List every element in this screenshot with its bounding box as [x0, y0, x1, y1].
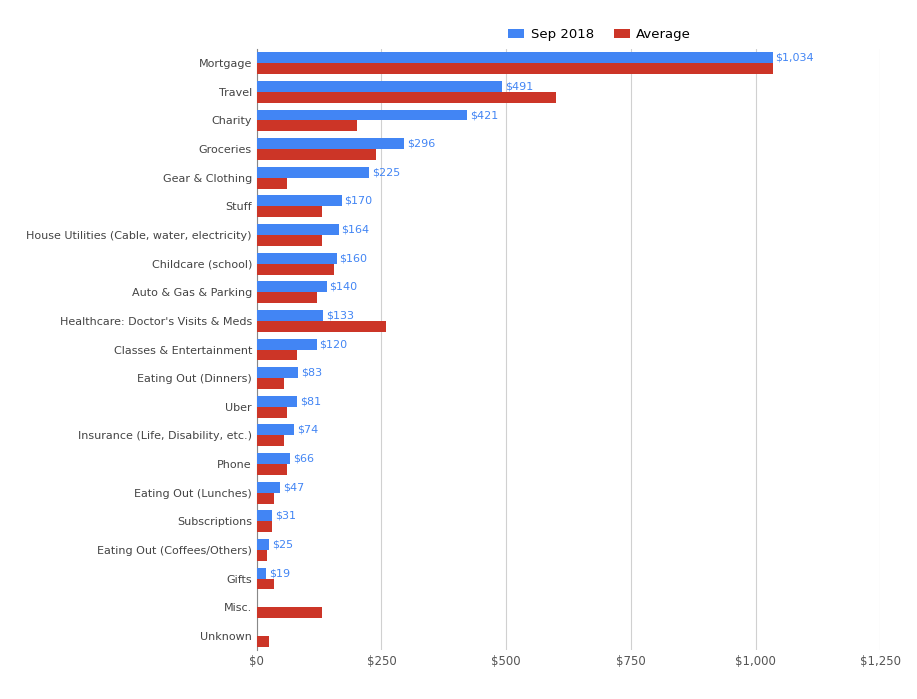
- Bar: [257, 178, 287, 189]
- Text: $120: $120: [320, 339, 348, 349]
- Bar: [257, 149, 377, 160]
- Text: $31: $31: [275, 511, 296, 521]
- Bar: [257, 321, 386, 332]
- Bar: [257, 424, 293, 435]
- Bar: [257, 224, 338, 235]
- Text: $225: $225: [372, 167, 400, 178]
- Bar: [257, 521, 271, 532]
- Bar: [257, 435, 284, 446]
- Bar: [257, 464, 287, 475]
- Text: $47: $47: [283, 482, 304, 492]
- Bar: [257, 510, 272, 521]
- Bar: [257, 396, 297, 407]
- Text: $83: $83: [301, 368, 322, 377]
- Text: $19: $19: [270, 568, 291, 578]
- Bar: [257, 167, 369, 178]
- Bar: [257, 81, 502, 92]
- Bar: [257, 636, 270, 647]
- Text: $491: $491: [504, 81, 533, 92]
- Bar: [257, 407, 287, 417]
- Bar: [257, 92, 556, 103]
- Bar: [257, 350, 297, 361]
- Bar: [257, 235, 322, 246]
- Bar: [257, 607, 322, 618]
- Bar: [257, 338, 316, 350]
- Legend: Sep 2018, Average: Sep 2018, Average: [503, 22, 696, 46]
- Bar: [257, 138, 404, 149]
- Bar: [257, 378, 284, 389]
- Text: $1,034: $1,034: [776, 53, 814, 63]
- Bar: [257, 539, 270, 550]
- Bar: [257, 493, 274, 503]
- Text: $140: $140: [329, 282, 358, 291]
- Bar: [257, 196, 341, 206]
- Text: $25: $25: [272, 540, 293, 549]
- Bar: [257, 52, 772, 63]
- Bar: [257, 282, 326, 292]
- Text: $66: $66: [293, 454, 314, 463]
- Bar: [257, 579, 274, 589]
- Text: $160: $160: [339, 253, 368, 264]
- Text: $296: $296: [407, 138, 436, 149]
- Text: $81: $81: [300, 396, 321, 406]
- Bar: [257, 367, 298, 378]
- Bar: [257, 110, 467, 120]
- Bar: [257, 453, 290, 464]
- Bar: [257, 120, 357, 131]
- Bar: [257, 482, 281, 493]
- Text: $421: $421: [470, 110, 498, 120]
- Bar: [257, 292, 316, 303]
- Bar: [257, 264, 334, 275]
- Text: $164: $164: [341, 224, 370, 235]
- Bar: [257, 550, 267, 561]
- Bar: [257, 253, 337, 264]
- Bar: [257, 568, 266, 579]
- Text: $170: $170: [345, 196, 372, 206]
- Text: $74: $74: [297, 425, 318, 435]
- Bar: [257, 206, 322, 217]
- Bar: [257, 63, 772, 74]
- Text: $133: $133: [326, 310, 354, 320]
- Bar: [257, 310, 323, 321]
